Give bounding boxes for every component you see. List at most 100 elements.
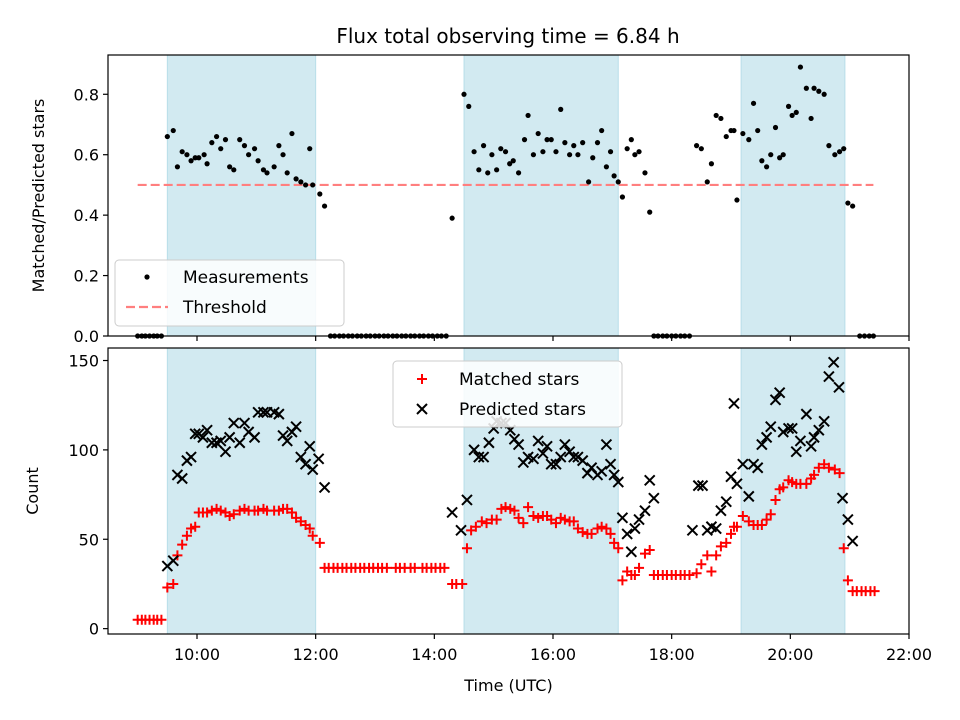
data-point (248, 431, 261, 444)
data-point (634, 562, 645, 573)
data-point (461, 91, 467, 97)
data-point (710, 522, 722, 535)
data-point (720, 496, 732, 508)
y-axis-label: Count (23, 467, 42, 515)
data-point (647, 209, 653, 215)
data-point (842, 513, 854, 526)
legend-marker-predicted (416, 403, 428, 415)
data-point (295, 451, 307, 463)
data-point (715, 504, 727, 517)
data-point (457, 578, 468, 589)
data-point (596, 521, 607, 532)
legend: Matched stars Predicted stars (392, 360, 623, 428)
plot-frame (107, 54, 910, 337)
data-point (234, 437, 246, 449)
data-point (558, 106, 564, 112)
data-point (518, 518, 529, 529)
data-point (215, 505, 226, 516)
data-point (821, 91, 827, 97)
data-point (476, 516, 487, 527)
data-point (789, 112, 795, 119)
data-point (780, 152, 786, 158)
data-point (706, 566, 717, 577)
data-point (567, 152, 573, 158)
data-point (642, 170, 648, 176)
data-point (471, 149, 477, 155)
observing-window-1 (166, 347, 317, 635)
data-point (608, 469, 620, 481)
data-point (273, 408, 285, 420)
data-point (281, 435, 293, 447)
data-point (449, 215, 455, 221)
data-point (595, 465, 608, 478)
data-point (765, 420, 777, 433)
data-point (711, 550, 722, 561)
data-point (755, 127, 761, 134)
data-point (718, 115, 724, 122)
data-point (535, 130, 541, 137)
data-point (624, 146, 630, 152)
data-point (813, 424, 825, 436)
data-point (550, 518, 561, 529)
data-point (298, 179, 304, 185)
data-point (686, 524, 699, 537)
data-point (805, 440, 817, 453)
data-point (485, 170, 491, 176)
bottom-panel-counts: 0 50 100 150 10:00 12:00 14:00 16:00 18:00 20:00 2… (23, 347, 932, 695)
data-point (770, 494, 781, 505)
data-point (568, 516, 579, 527)
data-point (530, 152, 537, 158)
data-point (759, 158, 765, 164)
data-point (264, 170, 270, 176)
data-point (836, 492, 849, 504)
y-tick-label: 100 (68, 441, 99, 460)
data-point (553, 149, 559, 155)
data-point (219, 445, 232, 458)
data-point (731, 521, 742, 532)
legend-label: Matched stars (459, 370, 579, 390)
data-point (533, 512, 544, 523)
data-point (491, 514, 502, 525)
data-point (498, 146, 504, 152)
data-point (797, 64, 804, 70)
data-point (576, 454, 589, 467)
data-point (555, 451, 567, 463)
data-point (473, 451, 485, 463)
data-point (470, 521, 481, 532)
x-tick-label: 12:00 (293, 645, 339, 664)
data-point (541, 440, 553, 453)
data-point (818, 415, 830, 427)
data-point (545, 458, 557, 470)
data-point (314, 537, 325, 548)
data-point (168, 578, 179, 589)
data-point (808, 431, 820, 444)
data-point (632, 152, 638, 158)
data-point (228, 509, 239, 520)
data-point (777, 426, 789, 438)
data-point (728, 397, 740, 410)
data-point (785, 103, 792, 109)
data-point (188, 158, 194, 164)
data-point (794, 435, 807, 447)
data-point (765, 509, 776, 520)
data-point (290, 420, 302, 433)
legend-box (114, 259, 345, 327)
data-point (611, 173, 617, 179)
x-tick-label: 16:00 (530, 645, 576, 664)
data-point (228, 417, 240, 429)
data-point (750, 100, 757, 106)
legend-label: Predicted stars (459, 400, 586, 420)
data-point (692, 479, 705, 492)
data-point (307, 530, 318, 541)
data-point (381, 562, 392, 573)
data-point (702, 550, 713, 561)
data-point (846, 535, 859, 547)
data-point (786, 422, 798, 435)
data-point (603, 164, 610, 170)
data-point (181, 530, 192, 541)
data-point (696, 479, 709, 492)
data-point (594, 140, 601, 146)
data-point (772, 124, 779, 131)
data-point (590, 155, 596, 161)
data-point (306, 463, 319, 476)
